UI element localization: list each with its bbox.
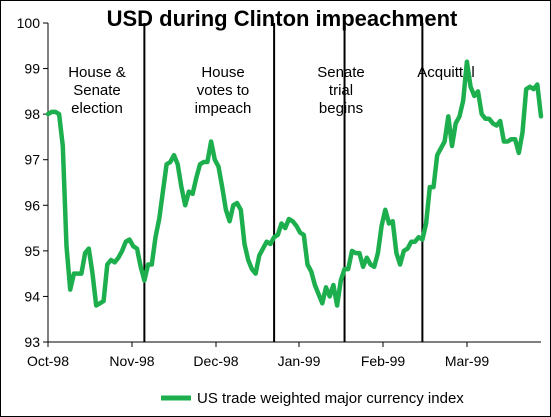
event-annotation: Acquittal (417, 64, 475, 81)
y-tick-label: 95 (24, 243, 40, 259)
x-tick-label: Dec-98 (193, 353, 238, 369)
event-annotation: Senate trial begins (317, 64, 365, 117)
chart-title: USD during Clinton impeachment (107, 6, 458, 31)
x-tick-label: Jan-99 (278, 353, 321, 369)
y-tick-label: 96 (24, 197, 40, 213)
y-tick-label: 99 (24, 61, 40, 77)
y-tick-label: 97 (24, 152, 40, 168)
y-tick-label: 94 (24, 288, 40, 304)
event-annotation: House & Senate election (68, 64, 126, 117)
legend: US trade weighted major currency index (161, 390, 464, 407)
legend-label: US trade weighted major currency index (197, 390, 464, 407)
y-tick-label: 100 (17, 15, 41, 31)
plot-area: 93 94 95 96 97 98 99 100 Oct-98 Nov-98 Dec-98 Jan-9… (17, 15, 544, 369)
series-line (45, 59, 544, 308)
y-tick-label: 93 (24, 334, 40, 350)
x-tick-label: Feb-99 (361, 353, 406, 369)
x-tick-label: Oct-98 (27, 353, 69, 369)
y-tick-label: 98 (24, 106, 40, 122)
x-tick-label: Mar-99 (445, 353, 490, 369)
x-tick-label: Nov-98 (109, 353, 154, 369)
event-annotation: House votes to impeach (195, 64, 252, 117)
